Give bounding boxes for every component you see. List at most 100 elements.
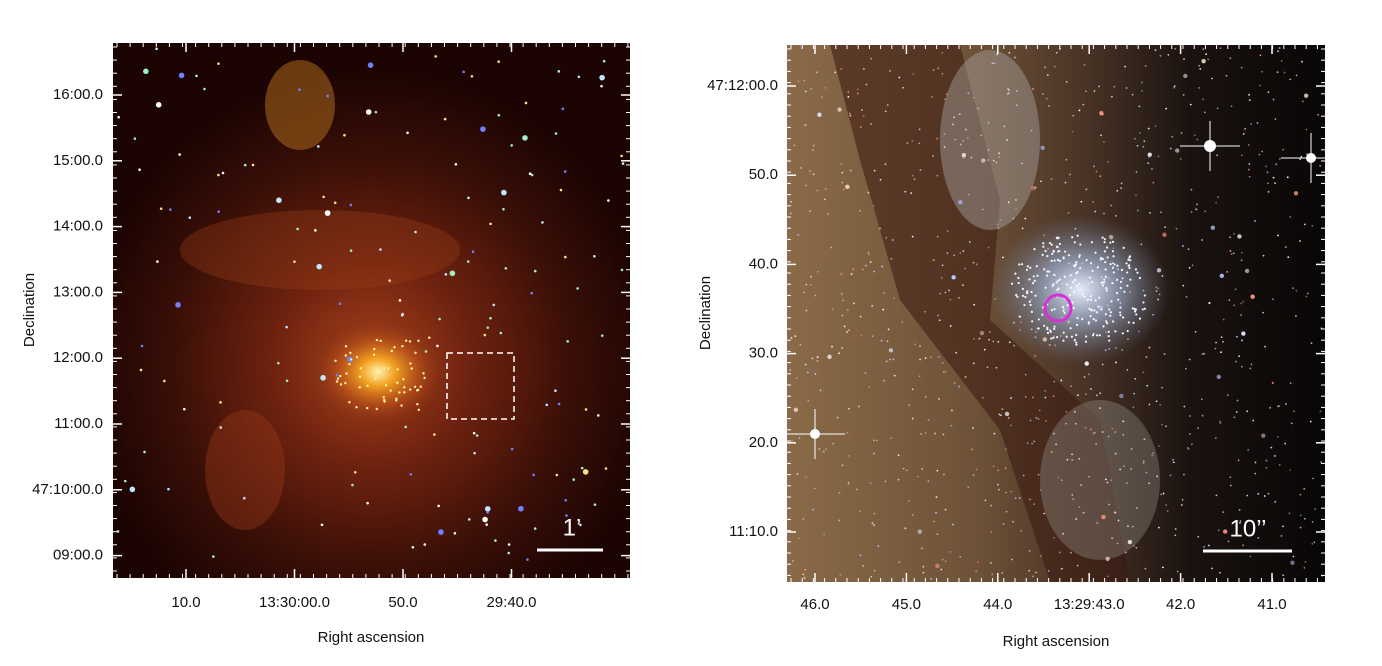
star [1133, 310, 1137, 313]
star [1278, 157, 1281, 160]
star [1084, 393, 1087, 396]
star [934, 432, 937, 435]
star [1092, 432, 1095, 435]
star [1250, 363, 1253, 366]
star [803, 577, 806, 579]
source [413, 385, 417, 389]
source [335, 380, 339, 383]
star [1065, 80, 1068, 83]
star [1050, 243, 1053, 246]
star [1090, 241, 1093, 244]
star [1112, 255, 1115, 258]
star [1013, 56, 1016, 59]
star [1033, 440, 1036, 443]
star [936, 469, 939, 472]
source [143, 450, 146, 454]
star [1108, 339, 1111, 342]
star [1222, 318, 1225, 321]
star [1060, 379, 1063, 382]
star [1053, 432, 1055, 435]
source [620, 154, 623, 158]
star [1263, 495, 1266, 497]
star [1041, 313, 1044, 316]
star [1217, 529, 1220, 532]
star [972, 261, 975, 264]
star [1060, 567, 1063, 570]
star [1126, 271, 1129, 274]
source [212, 555, 215, 558]
star [1067, 212, 1070, 214]
star [987, 159, 990, 161]
star [1073, 410, 1076, 413]
star [1142, 145, 1145, 148]
source [334, 359, 337, 362]
source [576, 287, 579, 290]
star [1250, 294, 1255, 299]
star [1085, 335, 1088, 338]
star [984, 499, 987, 502]
star [1105, 478, 1107, 481]
star [938, 356, 940, 358]
source [320, 375, 326, 381]
source [345, 372, 348, 375]
star [1136, 209, 1139, 212]
star [1158, 445, 1160, 447]
source [335, 373, 339, 377]
star [1060, 479, 1063, 482]
star [1094, 299, 1097, 302]
star [1020, 263, 1024, 266]
star [1215, 494, 1218, 497]
source [427, 336, 431, 339]
source [621, 162, 625, 165]
star [1119, 280, 1123, 284]
star [1071, 130, 1074, 133]
star [1090, 280, 1094, 284]
star [1240, 66, 1243, 69]
star [996, 223, 999, 226]
star [1089, 298, 1092, 301]
star [1083, 64, 1086, 66]
star [1094, 319, 1098, 322]
star [1068, 320, 1071, 322]
star [1301, 60, 1303, 63]
star [1196, 203, 1198, 206]
star [1078, 109, 1081, 112]
source [396, 368, 399, 371]
star [1239, 522, 1241, 524]
star [941, 52, 944, 54]
star [1182, 94, 1185, 96]
star [889, 358, 891, 361]
star [1174, 148, 1180, 153]
star [1288, 512, 1291, 515]
star [1044, 249, 1047, 253]
star [1049, 330, 1052, 333]
source [554, 389, 557, 393]
star [1162, 492, 1165, 495]
star [1092, 200, 1095, 203]
star [1126, 329, 1129, 333]
star [1095, 394, 1098, 397]
source [298, 88, 301, 91]
source [401, 312, 404, 316]
source [414, 230, 417, 234]
star [1286, 176, 1289, 179]
star [958, 200, 963, 205]
star [804, 124, 807, 126]
star [1119, 286, 1122, 290]
star [1305, 128, 1308, 131]
star [857, 92, 859, 95]
star [937, 67, 940, 70]
star [1122, 246, 1125, 249]
star [1085, 188, 1088, 191]
source [579, 523, 582, 527]
star [1101, 257, 1104, 261]
star [1267, 190, 1270, 193]
star [1290, 560, 1295, 565]
star [859, 209, 861, 212]
x-tick-label: 13:30:00.0 [259, 594, 330, 611]
star [1066, 458, 1069, 461]
source [116, 530, 120, 533]
star [860, 334, 863, 337]
star [1151, 454, 1154, 457]
star [968, 241, 971, 243]
